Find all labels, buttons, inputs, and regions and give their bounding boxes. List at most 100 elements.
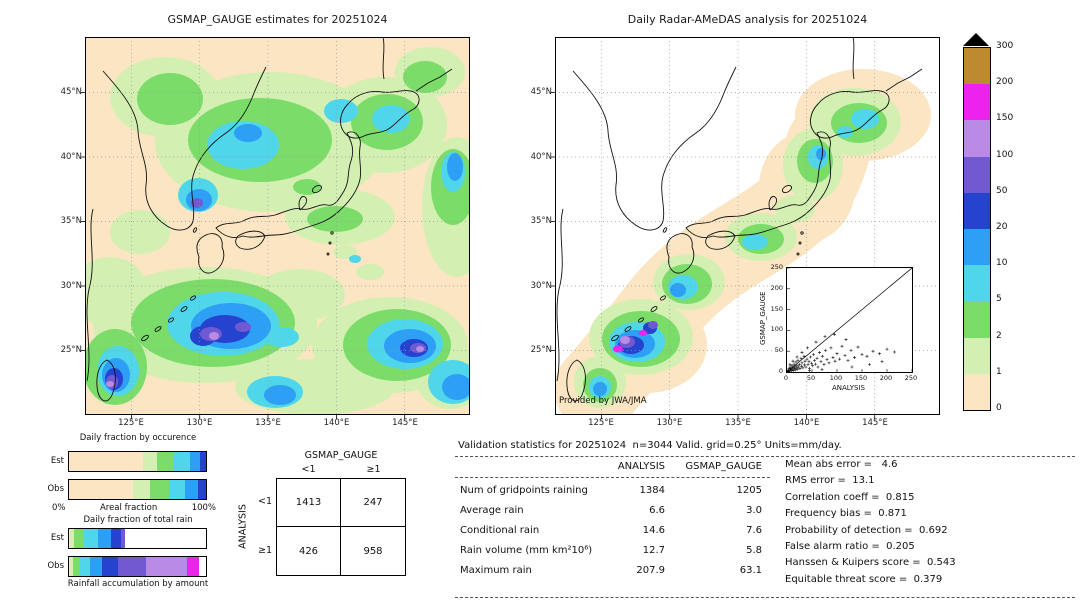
contingency-col-label: <1 bbox=[301, 464, 316, 475]
scatter-point bbox=[792, 362, 796, 366]
inset-x-tick: 50 bbox=[806, 374, 816, 382]
colorbar-segment bbox=[964, 156, 990, 193]
validation-row-label: Num of gridpoints raining bbox=[460, 485, 588, 496]
inset-y-tick-labels: 250 200 150 100 50 0 bbox=[765, 263, 783, 375]
scatter-point bbox=[790, 364, 794, 368]
inset-x-tick: 100 bbox=[829, 374, 843, 382]
scatter-point bbox=[803, 359, 807, 363]
scatter-point bbox=[853, 355, 856, 359]
stat-line: Correlation coeff = 0.815 bbox=[785, 491, 915, 503]
bar-segment bbox=[70, 529, 75, 548]
scatter-point bbox=[868, 363, 871, 367]
scatter-point bbox=[843, 353, 847, 357]
contingency-cell: 426 bbox=[277, 527, 341, 575]
scatter-point bbox=[827, 361, 831, 365]
scatter-point bbox=[849, 348, 853, 352]
colorbar-label: 100 bbox=[996, 149, 1014, 160]
inset-plot-box bbox=[786, 267, 913, 373]
colorbar-segment bbox=[964, 229, 990, 266]
scatter-point bbox=[802, 354, 806, 358]
scatter-point bbox=[799, 356, 803, 360]
lat-tick: 45°N bbox=[60, 87, 82, 97]
totalrain-bar-est bbox=[68, 528, 207, 549]
lon-tick: 140°E bbox=[793, 418, 820, 428]
lon-tick: 140°E bbox=[323, 418, 350, 428]
colorbar-label: 150 bbox=[996, 113, 1014, 124]
lat-tick: 40°N bbox=[530, 151, 552, 162]
bar-segment bbox=[69, 557, 71, 576]
bar-segment bbox=[168, 480, 186, 499]
colorbar-label: 10 bbox=[996, 258, 1008, 269]
scatter-point bbox=[791, 359, 795, 363]
stat-line: Mean abs error = 4.6 bbox=[785, 459, 898, 470]
inset-scatter-panel: GSMAP_GAUGE 250 200 150 100 50 0 bbox=[753, 263, 923, 401]
lon-tick: 145°E bbox=[392, 418, 418, 428]
contingency-row-label: <1 bbox=[257, 496, 272, 507]
scatter-point bbox=[835, 352, 839, 356]
lon-tick: 145°E bbox=[862, 418, 888, 428]
scatter-point bbox=[846, 358, 850, 362]
stat-line: Probability of detection = 0.692 bbox=[785, 524, 948, 536]
bar-segment bbox=[149, 480, 169, 499]
scatter-point bbox=[794, 368, 797, 372]
scatter-point bbox=[806, 363, 810, 367]
validation-analysis-value: 207.9 bbox=[636, 565, 665, 576]
totalrain-row-label-obs: Obs bbox=[47, 561, 64, 571]
scatter-point bbox=[796, 367, 799, 371]
inset-y-tick: 50 bbox=[774, 346, 783, 355]
bar-segment bbox=[133, 480, 150, 499]
lon-tick: 130°E bbox=[186, 418, 213, 428]
scatter-point bbox=[844, 338, 848, 342]
divider-bottom bbox=[455, 597, 1075, 598]
scatter-point bbox=[800, 361, 804, 365]
bar-segment bbox=[70, 557, 74, 576]
scatter-point bbox=[824, 348, 827, 352]
contingency-row-label: ≥1 bbox=[257, 545, 272, 556]
right-map-lat-labels: 45°N 40°N 35°N 30°N 25°N bbox=[508, 87, 552, 356]
bar-segment bbox=[189, 452, 201, 471]
left-map-title: GSMAP_GAUGE estimates for 20251024 bbox=[167, 13, 388, 26]
lon-tick: 125°E bbox=[588, 418, 614, 428]
inset-x-axis-label: ANALYSIS bbox=[831, 384, 865, 392]
validation-gsmap-value: 3.0 bbox=[746, 505, 762, 516]
x-min-label: 0% bbox=[52, 503, 66, 513]
contingency-col-label: ≥1 bbox=[366, 464, 381, 475]
scatter-point bbox=[818, 350, 821, 354]
colorbar-label: 300 bbox=[996, 41, 1014, 51]
occurrence-bar-est bbox=[68, 451, 207, 472]
colorbar-segment bbox=[964, 337, 990, 374]
bar-segment bbox=[97, 529, 112, 548]
x-axis-label: Areal fraction bbox=[99, 503, 158, 513]
left-map-axis-ticks bbox=[81, 92, 406, 419]
scatter-point bbox=[814, 362, 817, 366]
validation-title: Validation statistics for 20251024 n=304… bbox=[458, 440, 842, 451]
colorbar-label: 0 bbox=[996, 402, 1002, 413]
contingency-cell: 1413 bbox=[277, 479, 341, 527]
stat-line: Equitable threat score = 0.379 bbox=[785, 573, 943, 585]
identity-line bbox=[787, 268, 912, 372]
validation-gsmap-value: 5.8 bbox=[746, 545, 762, 556]
scatter-point bbox=[840, 344, 844, 348]
colorbar-label: 200 bbox=[996, 77, 1014, 88]
scatter-point bbox=[803, 363, 806, 367]
bar-segment bbox=[79, 557, 90, 576]
colorbar-label: 5 bbox=[996, 294, 1002, 305]
contingency-col-labels: <1 ≥1 bbox=[276, 464, 406, 475]
bar-segment bbox=[69, 452, 143, 471]
occurrence-row-label-est: Est bbox=[50, 456, 64, 466]
scatter-point bbox=[811, 364, 814, 368]
left-map-panel bbox=[81, 37, 470, 419]
lat-tick: 25°N bbox=[60, 345, 82, 355]
scatter-point bbox=[794, 360, 798, 364]
validation-analysis-value: 12.7 bbox=[642, 545, 665, 556]
colorbar-segments bbox=[963, 47, 991, 411]
bar-segment bbox=[111, 529, 121, 548]
scatter-point bbox=[823, 335, 827, 339]
left-map-lon-labels: 125°E 130°E 135°E 140°E 145°E bbox=[111, 418, 425, 429]
contingency-cell: 247 bbox=[341, 479, 405, 527]
validation-gsmap-value: 7.6 bbox=[746, 525, 762, 536]
colorbar-label: 2 bbox=[996, 330, 1002, 341]
scatter-point bbox=[880, 360, 884, 364]
totalrain-row-label-est: Est bbox=[50, 533, 64, 543]
